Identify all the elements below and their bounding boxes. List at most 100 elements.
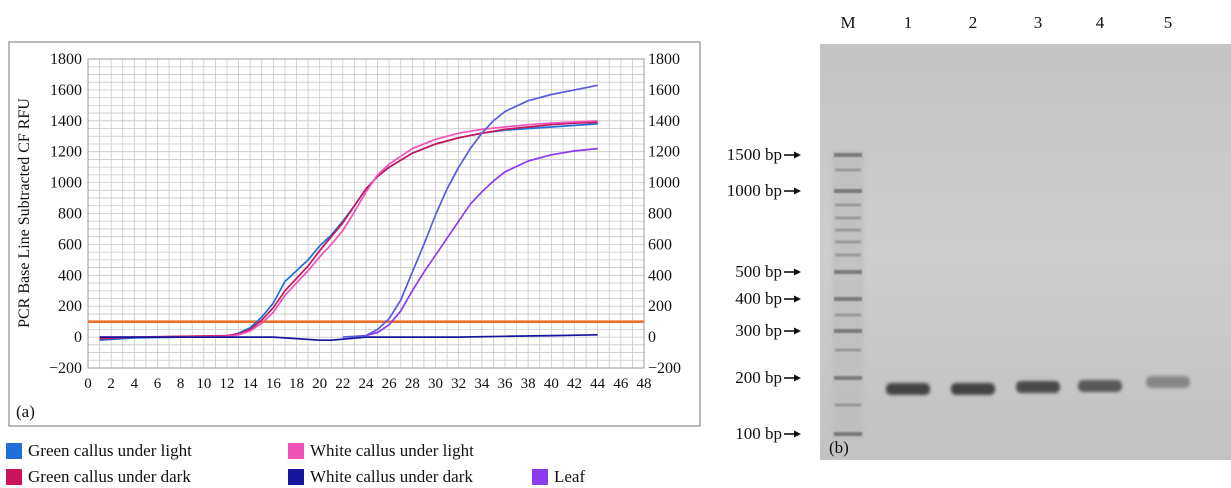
gel-lane-labels: M 1 2 3 4 5 xyxy=(840,13,1172,32)
x-tick-label: 46 xyxy=(613,376,629,392)
ladder-band xyxy=(835,240,861,244)
series-line xyxy=(99,333,598,342)
lane-label: 1 xyxy=(904,13,913,32)
ladder-band xyxy=(835,403,861,407)
y-tick-label-left: 1800 xyxy=(50,51,82,68)
lane-label: 2 xyxy=(969,13,978,32)
ladder-band xyxy=(835,168,861,172)
y-tick-label-left: 1200 xyxy=(50,144,82,161)
series-line xyxy=(365,147,598,337)
x-tick-label: 16 xyxy=(266,376,282,392)
y-tick-label-right: 1600 xyxy=(648,82,680,99)
ladder-band xyxy=(835,203,861,207)
sample-band xyxy=(886,383,930,395)
gel-image xyxy=(820,44,1231,460)
gel-lanes xyxy=(832,150,1190,440)
x-tick-label: 28 xyxy=(405,376,420,392)
x-tick-label: 18 xyxy=(289,376,304,392)
ladder-band xyxy=(834,270,862,274)
ladder-band xyxy=(835,228,861,232)
legend-item-white-dark: White callus under dark xyxy=(288,466,473,488)
legend-swatch xyxy=(6,469,22,485)
y-tick-label-right: −200 xyxy=(648,360,681,377)
legend-item-green-dark: Green callus under dark xyxy=(6,466,191,488)
panel-a-label: (a) xyxy=(16,402,35,421)
ladder-band xyxy=(834,329,862,333)
y-tick-label-left: 1000 xyxy=(50,175,82,192)
legend-label: White callus under dark xyxy=(310,467,473,486)
y-tick-label-left: 0 xyxy=(74,329,82,346)
legend: Green callus under light White callus un… xyxy=(6,440,646,488)
lane-label: M xyxy=(840,13,855,32)
legend-swatch xyxy=(288,469,304,485)
x-tick-label: 42 xyxy=(567,376,582,392)
ladder-label: 400 bp xyxy=(735,289,782,308)
lane-label: 4 xyxy=(1096,13,1105,32)
lane-label: 5 xyxy=(1164,13,1173,32)
ladder-band xyxy=(834,297,862,301)
sample-band xyxy=(1078,380,1122,392)
x-tick-label: 20 xyxy=(312,376,327,392)
x-tick-label: 2 xyxy=(107,376,115,392)
x-tick-label: 32 xyxy=(451,376,466,392)
x-tick-label: 34 xyxy=(474,376,490,392)
x-tick-label: 36 xyxy=(498,376,514,392)
plot-area-border xyxy=(87,58,645,369)
x-tick-label: 30 xyxy=(428,376,443,392)
ladder-arrowhead xyxy=(794,430,801,438)
ladder-arrowhead xyxy=(794,327,801,335)
x-tick-label: 6 xyxy=(154,376,162,392)
legend-swatch xyxy=(6,443,22,459)
legend-label: Leaf xyxy=(554,467,586,486)
sample-band xyxy=(1146,376,1190,388)
ladder-label: 500 bp xyxy=(735,262,782,281)
panel-b-label: (b) xyxy=(829,438,849,457)
marker-lane-smear xyxy=(832,150,864,440)
lane-label: 3 xyxy=(1034,13,1043,32)
legend-item-leaf: Leaf xyxy=(532,466,585,488)
series-line xyxy=(342,84,598,338)
x-tick-label: 10 xyxy=(196,376,211,392)
sample-band xyxy=(1016,381,1060,393)
legend-swatch xyxy=(532,469,548,485)
x-tick-label: 12 xyxy=(220,376,235,392)
legend-label: Green callus under light xyxy=(28,441,192,460)
ladder-label: 1000 bp xyxy=(727,181,782,200)
x-tick-label: 26 xyxy=(382,376,398,392)
ladder-band xyxy=(835,216,861,220)
ladder-labels: 1500 bp 1000 bp 500 bp 400 bp 300 bp 200 bp 10… xyxy=(727,145,801,443)
y-tick-label-right: 400 xyxy=(648,267,672,284)
ladder-arrowhead xyxy=(794,295,801,303)
y-tick-label-right: 1200 xyxy=(648,144,680,161)
x-tick-label: 8 xyxy=(177,376,185,392)
legend-label: Green callus under dark xyxy=(28,467,191,486)
ladder-band xyxy=(835,313,861,317)
y-tick-label-left: 1600 xyxy=(50,82,82,99)
y-tick-label-left: 400 xyxy=(58,267,82,284)
y-tick-label-right: 1800 xyxy=(648,51,680,68)
ladder-band xyxy=(834,432,862,436)
y-tick-label-right: 1400 xyxy=(648,113,680,130)
ladder-arrowhead xyxy=(794,187,801,195)
legend-item-green-light: Green callus under light xyxy=(6,440,192,462)
ladder-band xyxy=(834,189,862,193)
y-tick-label-left: 800 xyxy=(58,206,82,223)
ladder-band xyxy=(835,253,861,257)
ladder-band xyxy=(834,153,862,157)
ladder-band xyxy=(834,376,862,380)
legend-item-white-light: White callus under light xyxy=(288,440,474,462)
x-tick-label: 38 xyxy=(521,376,536,392)
qpcr-panel: 0 2 4 6 8 10 12 14 16 18 20 22 24 26 28 30 32 34 36 38 40 42 4… xyxy=(8,41,701,427)
y-tick-label-left: 1400 xyxy=(50,113,82,130)
ladder-label: 1500 bp xyxy=(727,145,782,164)
series-line xyxy=(99,121,598,340)
ladder-arrowhead xyxy=(794,268,801,276)
sample-band xyxy=(951,383,995,395)
ladder-arrowhead xyxy=(794,374,801,382)
y-tick-label-right: 200 xyxy=(648,298,672,315)
y-tick-label-left: 600 xyxy=(58,236,82,253)
y-tick-label-left: 200 xyxy=(58,298,82,315)
y-tick-label-right: 600 xyxy=(648,236,672,253)
x-tick-label: 48 xyxy=(637,376,652,392)
x-tick-label: 22 xyxy=(335,376,350,392)
